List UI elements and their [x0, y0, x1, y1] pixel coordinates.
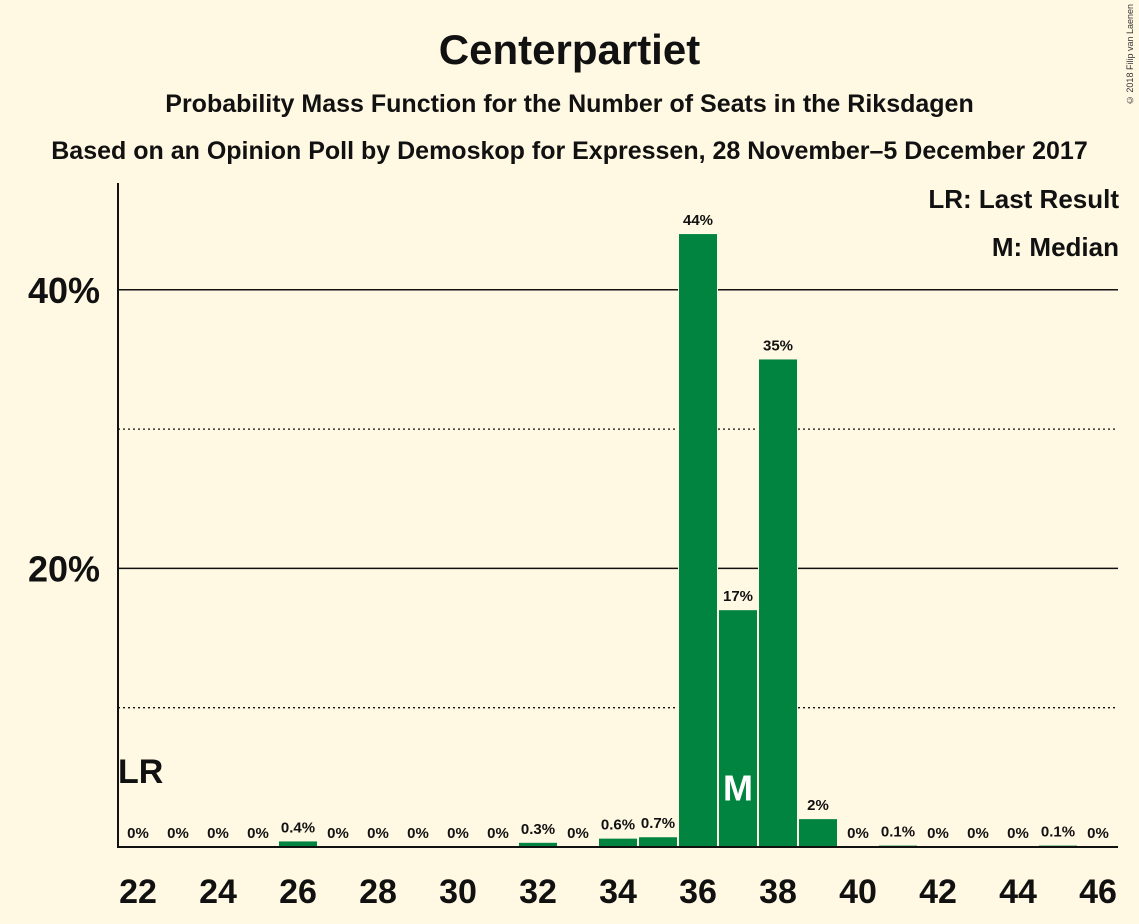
x-tick-label: 28	[359, 873, 397, 911]
value-label-36: 44%	[683, 212, 713, 229]
value-label-27: 0%	[327, 825, 349, 842]
legend-last-result: LR: Last Result	[928, 184, 1119, 214]
x-tick-label: 38	[759, 873, 797, 911]
value-label-44: 0%	[1007, 825, 1029, 842]
chart-title: Centerpartiet	[438, 26, 701, 73]
y-tick-label: 40%	[28, 270, 100, 311]
bar-seat-37	[719, 610, 757, 847]
bar-seat-34	[599, 838, 637, 847]
value-label-41: 0.1%	[881, 824, 915, 841]
x-tick-label: 40	[839, 873, 877, 911]
value-label-42: 0%	[927, 825, 949, 842]
legend-median: M: Median	[991, 232, 1119, 262]
value-label-34: 0.6%	[601, 817, 635, 834]
bar-seat-26	[279, 841, 317, 847]
x-tick-label: 22	[119, 873, 157, 911]
value-label-38: 35%	[763, 337, 793, 354]
x-tick-label: 32	[519, 873, 557, 911]
chart-source-note: Based on an Opinion Poll by Demoskop for…	[51, 137, 1088, 165]
value-label-33: 0%	[567, 825, 589, 842]
median-marker: M	[723, 767, 753, 808]
value-label-35: 0.7%	[641, 815, 675, 832]
value-label-46: 0%	[1087, 825, 1109, 842]
value-label-22: 0%	[127, 825, 149, 842]
y-tick-label: 20%	[28, 548, 100, 589]
value-label-28: 0%	[367, 825, 389, 842]
last-result-marker: LR	[118, 753, 163, 791]
x-tick-label: 42	[919, 873, 957, 911]
x-tick-label: 46	[1079, 873, 1117, 911]
bar-seat-39	[799, 819, 837, 847]
chart-subtitle: Probability Mass Function for the Number…	[165, 90, 974, 118]
value-label-23: 0%	[167, 825, 189, 842]
value-label-32: 0.3%	[521, 821, 555, 838]
x-tick-label: 36	[679, 873, 717, 911]
bar-seat-32	[519, 842, 557, 847]
value-label-29: 0%	[407, 825, 429, 842]
value-label-40: 0%	[847, 825, 869, 842]
x-tick-label: 24	[199, 873, 237, 911]
bar-seat-38	[759, 359, 797, 847]
value-label-39: 2%	[807, 797, 829, 814]
x-tick-label: 34	[599, 873, 637, 911]
bar-seat-35	[639, 837, 677, 847]
value-label-43: 0%	[967, 825, 989, 842]
value-label-24: 0%	[207, 825, 229, 842]
value-label-37: 17%	[723, 588, 753, 605]
x-tick-label: 26	[279, 873, 317, 911]
value-label-30: 0%	[447, 825, 469, 842]
x-tick-label: 44	[999, 873, 1037, 911]
bar-seat-36	[679, 234, 717, 847]
value-label-25: 0%	[247, 825, 269, 842]
value-label-31: 0%	[487, 825, 509, 842]
value-label-45: 0.1%	[1041, 824, 1075, 841]
x-tick-label: 30	[439, 873, 477, 911]
value-label-26: 0.4%	[281, 819, 315, 836]
